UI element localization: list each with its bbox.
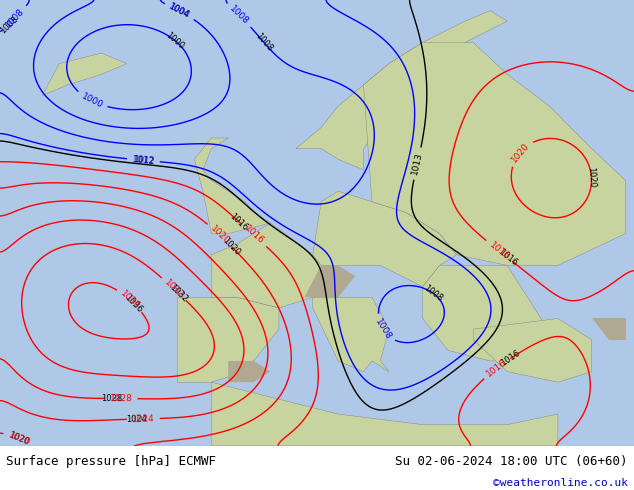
Text: 1024: 1024 xyxy=(126,414,148,424)
Text: 1020: 1020 xyxy=(7,430,32,447)
Text: 1020: 1020 xyxy=(209,224,231,246)
Text: 1013: 1013 xyxy=(411,151,424,176)
Polygon shape xyxy=(211,382,558,446)
Text: 1008: 1008 xyxy=(422,283,444,303)
Text: 1000: 1000 xyxy=(80,92,105,110)
Polygon shape xyxy=(313,297,389,371)
Text: 1020: 1020 xyxy=(586,166,597,188)
Text: 1016: 1016 xyxy=(488,240,511,262)
Polygon shape xyxy=(195,138,271,234)
Polygon shape xyxy=(474,318,592,382)
Text: 1016: 1016 xyxy=(485,358,509,379)
Text: Surface pressure [hPa] ECMWF: Surface pressure [hPa] ECMWF xyxy=(6,455,216,468)
Polygon shape xyxy=(423,266,558,361)
Text: 1032: 1032 xyxy=(162,278,185,300)
Polygon shape xyxy=(304,266,355,297)
Text: Su 02-06-2024 18:00 UTC (06+60): Su 02-06-2024 18:00 UTC (06+60) xyxy=(395,455,628,468)
Text: 1016: 1016 xyxy=(499,349,522,368)
Text: 1008: 1008 xyxy=(254,32,275,53)
Text: 1020: 1020 xyxy=(8,431,30,447)
Polygon shape xyxy=(178,297,279,382)
Text: 1028: 1028 xyxy=(110,394,133,403)
Text: 1032: 1032 xyxy=(168,283,190,304)
Polygon shape xyxy=(228,361,271,382)
Polygon shape xyxy=(592,318,626,340)
Text: 1012: 1012 xyxy=(133,155,154,166)
Text: 1004: 1004 xyxy=(167,2,190,20)
Text: ©weatheronline.co.uk: ©weatheronline.co.uk xyxy=(493,478,628,489)
Text: 1000: 1000 xyxy=(164,30,186,51)
Text: 1008: 1008 xyxy=(0,14,20,35)
Text: 1036: 1036 xyxy=(123,293,145,315)
Text: 1008: 1008 xyxy=(228,4,250,26)
Text: 1016: 1016 xyxy=(228,211,250,232)
Text: 1016: 1016 xyxy=(242,224,266,246)
Text: 1008: 1008 xyxy=(373,317,392,342)
Text: 1016: 1016 xyxy=(496,247,519,268)
Text: 1024: 1024 xyxy=(132,414,155,424)
Text: 1008: 1008 xyxy=(4,6,26,29)
Polygon shape xyxy=(363,43,626,266)
Text: 1004: 1004 xyxy=(167,2,191,21)
Text: 1020: 1020 xyxy=(510,141,531,164)
Polygon shape xyxy=(42,53,127,96)
Polygon shape xyxy=(211,223,321,308)
Text: 1020: 1020 xyxy=(221,236,242,257)
Polygon shape xyxy=(296,11,507,170)
Text: 1036: 1036 xyxy=(119,289,142,311)
Text: 1012: 1012 xyxy=(132,155,155,166)
Polygon shape xyxy=(313,191,456,287)
Text: 1028: 1028 xyxy=(101,394,122,403)
